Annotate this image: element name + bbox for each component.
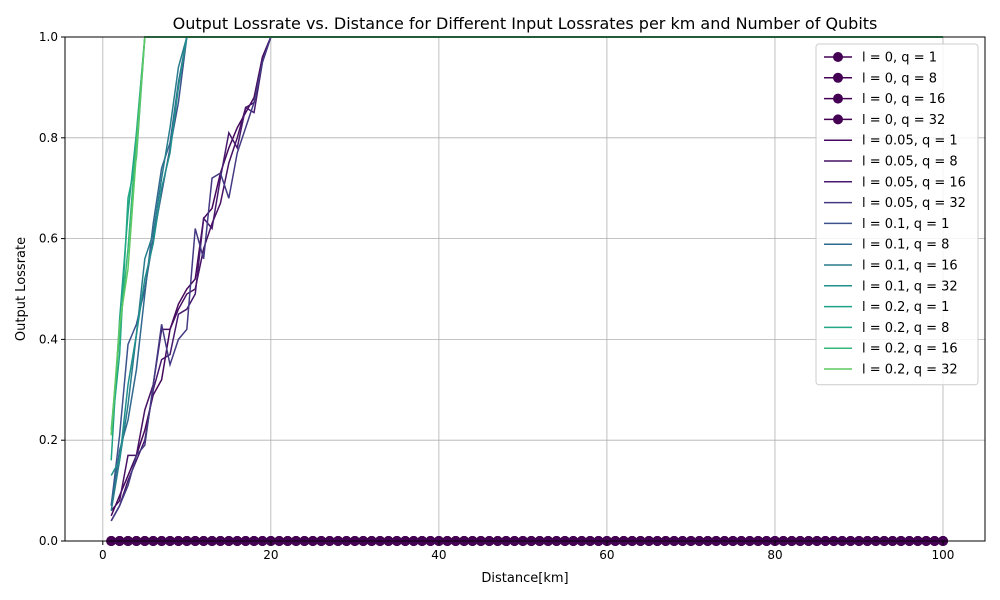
legend-item: l = 0.05, q = 8 xyxy=(824,155,958,170)
legend-item: l = 0, q = 1 xyxy=(824,51,937,66)
x-axis-title: Distance[km] xyxy=(481,571,568,586)
series-10 xyxy=(110,36,943,511)
legend-item: l = 0.1, q = 8 xyxy=(824,238,949,253)
series-11 xyxy=(110,36,943,476)
legend-label: l = 0, q = 1 xyxy=(862,51,937,66)
series-line xyxy=(110,36,943,476)
x-tick-label: 20 xyxy=(263,548,278,562)
x-tick-label: 100 xyxy=(932,548,955,562)
y-tick-label: 1.0 xyxy=(39,30,58,44)
legend-label: l = 0.1, q = 32 xyxy=(862,279,958,294)
legend-label: l = 0.1, q = 16 xyxy=(862,259,958,274)
legend: l = 0, q = 1 l = 0, q = 8 l = 0, q = 16 l =… xyxy=(815,43,979,386)
x-tick-label: 80 xyxy=(767,548,782,562)
series-line xyxy=(110,36,943,506)
series-4 xyxy=(110,36,943,517)
x-tick-label: 40 xyxy=(431,548,446,562)
legend-label: l = 0.1, q = 1 xyxy=(862,217,949,232)
legend-item: l = 0, q = 16 xyxy=(824,92,945,107)
legend-item: l = 0.2, q = 16 xyxy=(824,342,958,357)
legend-label: l = 0, q = 8 xyxy=(862,71,937,86)
legend-item: l = 0.05, q = 16 xyxy=(824,175,966,190)
legend-item: l = 0.1, q = 1 xyxy=(824,217,949,232)
y-tick-label: 0.4 xyxy=(39,332,58,346)
y-tick-label: 0.6 xyxy=(39,232,58,246)
legend-item: l = 0.05, q = 1 xyxy=(824,134,958,149)
legend-label: l = 0.1, q = 8 xyxy=(862,238,949,253)
y-tick-label: 0.8 xyxy=(39,131,58,145)
legend-label: l = 0.05, q = 32 xyxy=(862,196,966,211)
legend-item: l = 0.1, q = 16 xyxy=(824,259,958,274)
legend-item: l = 0.1, q = 32 xyxy=(824,279,958,294)
legend-label: l = 0.05, q = 8 xyxy=(862,155,958,170)
legend-label: l = 0.2, q = 16 xyxy=(862,342,958,357)
y-axis-title: Output Lossrate xyxy=(14,237,29,341)
series-line xyxy=(110,36,943,517)
legend-label: l = 0.2, q = 8 xyxy=(862,321,949,336)
legend-label: l = 0.2, q = 32 xyxy=(862,363,958,378)
axis-ticks: 0 20 40 60 80 100 0.0 0.2 0.4 0.6 0.8 1.0 xyxy=(39,30,955,562)
legend-marker xyxy=(833,114,843,125)
y-tick-label: 0.2 xyxy=(39,433,58,447)
series-line xyxy=(110,36,943,511)
legend-item: l = 0.2, q = 8 xyxy=(824,321,949,336)
legend-item: l = 0.2, q = 32 xyxy=(824,363,958,378)
legend-item: l = 0.05, q = 32 xyxy=(824,196,966,211)
legend-item: l = 0, q = 8 xyxy=(824,71,937,86)
legend-marker xyxy=(833,52,843,62)
legend-marker xyxy=(833,93,843,104)
legend-label: l = 0.2, q = 1 xyxy=(862,300,949,315)
legend-label: l = 0.05, q = 16 xyxy=(862,175,966,190)
legend-label: l = 0, q = 16 xyxy=(862,92,945,107)
legend-item: l = 0, q = 32 xyxy=(824,113,945,128)
series-8 xyxy=(110,36,943,506)
series-line xyxy=(110,36,943,522)
legend-label: l = 0.05, q = 1 xyxy=(862,134,958,149)
legend-box xyxy=(815,43,979,386)
plot-frame xyxy=(64,36,986,542)
x-tick-label: 0 xyxy=(99,548,107,562)
y-tick-label: 0.0 xyxy=(39,534,58,548)
x-tick-label: 60 xyxy=(599,548,614,562)
legend-marker xyxy=(833,72,843,83)
legend-label: l = 0, q = 32 xyxy=(862,113,945,128)
series-7 xyxy=(110,36,943,522)
chart-title: Output Lossrate vs. Distance for Differe… xyxy=(173,14,878,33)
legend-item: l = 0.2, q = 1 xyxy=(824,300,949,315)
